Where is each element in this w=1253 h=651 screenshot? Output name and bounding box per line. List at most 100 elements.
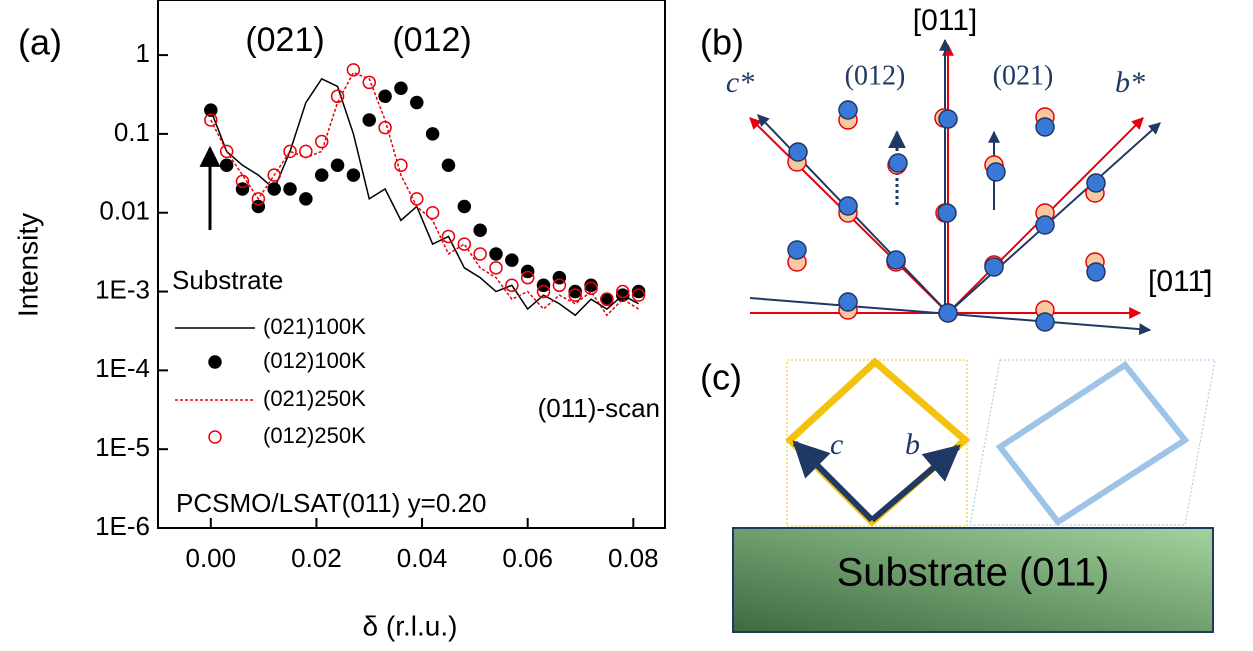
spot-100k [937, 203, 957, 223]
spot-100k [984, 257, 1004, 277]
data-point [299, 192, 313, 206]
axis-label: [011] [913, 4, 978, 37]
spot-100k [788, 142, 808, 162]
unit-cell [995, 360, 1190, 527]
spot-100k [1086, 173, 1106, 193]
annotation: Substrate [172, 265, 283, 295]
spot-100k [1035, 312, 1055, 332]
legend-swatch [208, 355, 222, 369]
x-tick-label: 0.06 [502, 543, 553, 573]
data-line [210, 77, 639, 317]
data-point [362, 113, 376, 127]
data-point [346, 168, 361, 182]
data-point [505, 278, 519, 293]
data-point [346, 63, 361, 77]
data-point [204, 103, 218, 117]
axis-label: [011̄] [1148, 265, 1213, 298]
panel-label: (b) [700, 22, 744, 63]
axis-label: c* [726, 66, 754, 99]
data-point [552, 278, 567, 293]
x-tick-label: 0.02 [291, 543, 342, 573]
data-point [362, 75, 376, 90]
cell-box [969, 359, 1216, 526]
y-tick-label: 0.1 [114, 117, 150, 147]
data-point [489, 247, 503, 261]
y-tick-label: 1 [136, 38, 150, 68]
y-tick-label: 1E-3 [95, 274, 150, 304]
data-point [410, 192, 424, 206]
y-axis-label: Intensity [12, 213, 43, 317]
data-point [283, 182, 297, 196]
spot-100k [838, 100, 858, 120]
x-tick-label: 0.04 [397, 543, 448, 573]
data-point [489, 261, 503, 275]
panel-label: (a) [18, 22, 62, 63]
data-point [600, 292, 614, 306]
y-tick-label: 1E-4 [95, 353, 150, 383]
data-point [204, 113, 218, 127]
data-point [473, 247, 487, 261]
y-tick-label: 0.01 [99, 196, 150, 226]
plot-area [204, 63, 646, 317]
data-point [584, 278, 598, 293]
arrow [870, 444, 961, 523]
x-tick-label: 0.08 [608, 543, 659, 573]
vector-label: c [830, 428, 843, 461]
data-point [441, 158, 456, 173]
panel-a: (a) (021) (012) Substrate (011)-scan PCS… [12, 0, 666, 641]
peak-label: (012) [845, 60, 906, 91]
panel-c: (c) c b Substrate (011) [700, 357, 1216, 633]
legend-label: (012)100K [263, 348, 366, 373]
spot-100k [1035, 215, 1055, 235]
reciprocal-spots [787, 100, 1106, 332]
spot-100k [938, 109, 958, 129]
substrate [732, 527, 1214, 633]
spot-100k [1035, 117, 1055, 137]
legend-swatch [208, 430, 222, 444]
data-point [267, 182, 281, 196]
data-point [568, 284, 582, 299]
data-point [219, 158, 234, 173]
data-point [378, 89, 392, 104]
spot-100k [838, 196, 858, 216]
data-point [457, 237, 472, 251]
legend-label: (021)250K [263, 386, 366, 411]
y-tick-label: 1E-6 [95, 511, 150, 541]
y-tick-label: 1E-5 [95, 432, 150, 462]
data-point [314, 168, 329, 182]
spot-100k [787, 240, 807, 260]
data-point [219, 144, 234, 159]
panel-b: (b) [011] [011̄] c* b* (012) (021) [700, 4, 1213, 336]
peak-label: (021) [993, 60, 1054, 91]
vector-label: b [905, 428, 920, 461]
data-point [584, 281, 598, 296]
x-axis-label: δ (r.l.u.) [363, 610, 458, 641]
data-point [251, 192, 266, 206]
plot-frame [157, 0, 666, 529]
data-point [330, 158, 345, 173]
arrow [792, 440, 875, 523]
data-point [568, 288, 582, 302]
data-point [457, 199, 472, 214]
data-point [299, 144, 313, 159]
data-line [210, 71, 639, 317]
data-point [616, 288, 630, 302]
data-point [536, 284, 551, 299]
data-point [330, 89, 345, 104]
data-point [441, 229, 456, 244]
data-point [616, 284, 630, 299]
data-point [378, 120, 392, 135]
spot-100k [938, 303, 958, 323]
panel-label: (c) [700, 357, 742, 398]
unit-cell [784, 357, 971, 527]
data-point [394, 158, 408, 173]
spot-100k [886, 250, 906, 270]
cell-box [786, 359, 968, 527]
data-point [520, 270, 535, 285]
annotation: (011)-scan [538, 393, 660, 423]
data-point [425, 127, 440, 141]
legend-label: (012)250K [263, 423, 366, 448]
data-point [267, 168, 281, 182]
axis-label: b* [1115, 66, 1145, 99]
